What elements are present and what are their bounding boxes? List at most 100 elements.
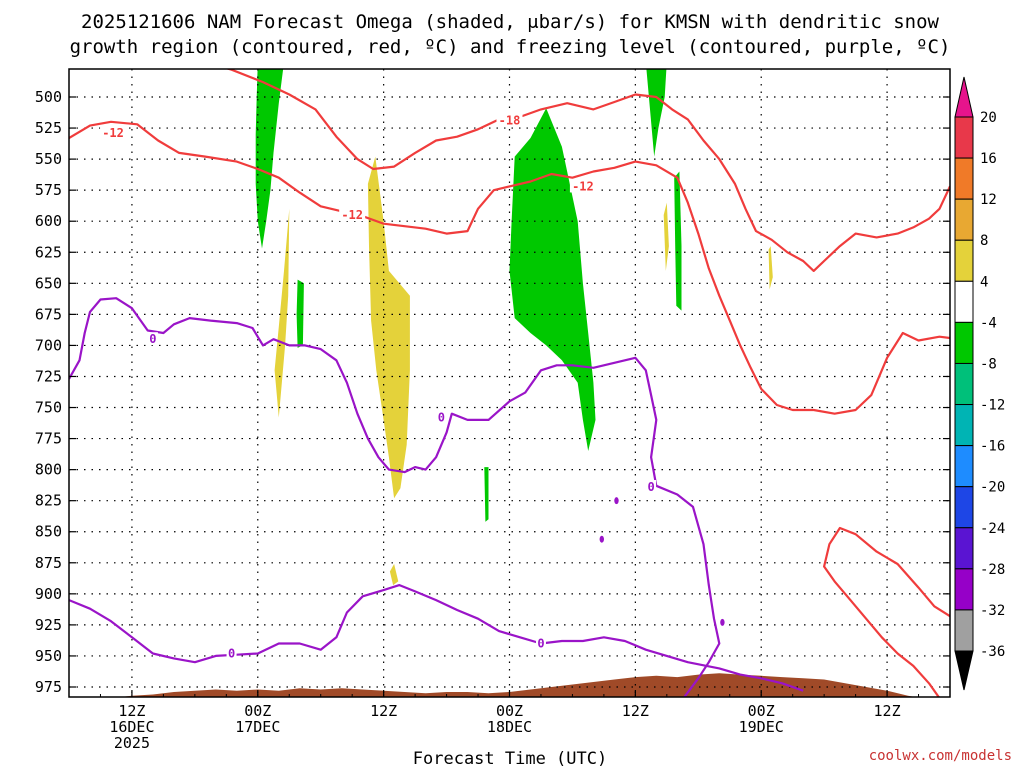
contour-label-bg-3 <box>339 208 366 221</box>
colorbar-label-9: -20 <box>980 480 1005 496</box>
x-tick-label-5-1: 19DEC <box>739 718 784 736</box>
freezing-contour-0 <box>69 297 721 697</box>
colorbar-label-3: 8 <box>980 233 988 249</box>
contour-label-2: -12 <box>572 179 594 193</box>
colorbar-label-10: -24 <box>980 521 1005 537</box>
colorbar-bottom-arrow <box>954 650 974 691</box>
dgz-contour-0 <box>225 69 950 272</box>
x-tick-label-0-0: 12Z <box>118 702 145 720</box>
x-tick-label-6-0: 12Z <box>874 702 901 720</box>
x-tick-label-0-2: 2025 <box>114 734 150 752</box>
x-tick-label-5-0: 00Z <box>748 702 775 720</box>
y-tick-label-17: 925 <box>35 616 62 634</box>
colorbar-bin-1 <box>954 157 974 200</box>
dgz-contour-2 <box>822 526 950 697</box>
contour-label-bg-5 <box>436 410 447 424</box>
contour-label-bg-6 <box>646 480 657 494</box>
omega-region-4 <box>646 69 667 157</box>
colorbar-label-7: -12 <box>980 398 1005 414</box>
y-tick-label-19: 975 <box>35 678 62 696</box>
contour-label-1: -18 <box>499 114 521 128</box>
y-tick-label-12: 800 <box>35 461 62 479</box>
contour-label-5: 0 <box>438 410 445 424</box>
y-tick-label-13: 825 <box>35 492 62 510</box>
colorbar-label-5: -4 <box>980 315 997 331</box>
colorbar-bin-2 <box>954 198 974 241</box>
omega-region-3 <box>484 467 489 522</box>
contour-labels: -12 -18 -12 -12 0 0 0 0 0 <box>100 113 657 660</box>
colorbar-label-11: -28 <box>980 562 1005 578</box>
colorbar-bin-4 <box>954 280 974 323</box>
colorbar-bin-12 <box>954 609 974 652</box>
y-tick-label-16: 900 <box>35 585 62 603</box>
freezing-dot-1 <box>599 535 604 543</box>
colorbar-label-2: 12 <box>980 192 997 208</box>
colorbar-bin-7 <box>954 404 974 447</box>
colorbar-label-0: 20 <box>980 110 997 126</box>
colorbar-bin-11 <box>954 568 974 611</box>
y-tick-label-11: 775 <box>35 430 62 448</box>
y-tick-label-4: 600 <box>35 212 62 230</box>
dgz-contour-1 <box>69 120 950 415</box>
colorbar-label-6: -8 <box>980 356 997 372</box>
omega-region-5 <box>674 171 682 311</box>
x-axis-label: Forecast Time (UTC) <box>413 749 607 768</box>
colorbar-bin-3 <box>954 239 974 282</box>
contour-label-6: 0 <box>647 480 654 494</box>
contour-label-bg-2 <box>569 179 596 193</box>
freezing-contour-1 <box>69 583 804 692</box>
omega-region-6 <box>274 208 290 418</box>
x-tick-label-3-0: 00Z <box>496 702 523 720</box>
contour-label-3: -12 <box>341 208 363 222</box>
y-tick-label-3: 575 <box>35 181 62 199</box>
contour-label-bg-7 <box>226 646 237 660</box>
omega-region-10 <box>768 246 773 290</box>
omega-region-0 <box>255 69 284 249</box>
y-tick-label-8: 700 <box>35 336 62 354</box>
contour-label-bg-0 <box>100 126 127 140</box>
contour-label-0: -12 <box>102 126 124 140</box>
omega-region-8 <box>389 564 399 586</box>
terrain-fill <box>69 673 950 697</box>
contour-label-8: 0 <box>537 637 544 651</box>
colorbar-bin-9 <box>954 486 974 529</box>
y-tick-label-15: 875 <box>35 554 62 572</box>
x-tick-label-4-0: 12Z <box>622 702 649 720</box>
y-tick-label-1: 525 <box>35 119 62 137</box>
colorbar-bin-10 <box>954 527 974 570</box>
contour-label-4: 0 <box>149 332 156 346</box>
x-tick-label-2-0: 12Z <box>370 702 397 720</box>
x-tick-label-1-1: 17DEC <box>235 718 280 736</box>
y-tick-label-10: 750 <box>35 399 62 417</box>
omega-region-9 <box>663 202 669 271</box>
y-tick-label-6: 650 <box>35 274 62 292</box>
x-tick-label-3-1: 18DEC <box>487 718 532 736</box>
colorbar-bin-6 <box>954 362 974 406</box>
x-tick-label-1-0: 00Z <box>244 702 271 720</box>
y-tick-label-5: 625 <box>35 243 62 261</box>
contours <box>69 69 950 697</box>
colorbar: 20 16 12 8 4 -4 -8 -12 -16 -20 -24 -28 -32 -36 <box>954 76 1005 691</box>
y-axis-ticks: 500 525 550 575 600 625 650 675 700 725 750 775 800 8… <box>35 88 950 696</box>
colorbar-label-8: -16 <box>980 439 1005 455</box>
credit-text: coolwx.com/models <box>869 748 1012 764</box>
colorbar-label-1: 16 <box>980 151 997 167</box>
freezing-dot-2 <box>720 618 725 626</box>
chart-title-line-1: 2025121606 NAM Forecast Omega (shaded, μ… <box>81 11 939 33</box>
colorbar-label-12: -32 <box>980 603 1005 619</box>
contour-label-7: 0 <box>228 646 235 660</box>
y-tick-label-2: 550 <box>35 150 62 168</box>
colorbar-bin-0 <box>954 116 974 159</box>
colorbar-label-13: -36 <box>980 644 1005 660</box>
colorbar-label-4: 4 <box>980 274 988 290</box>
omega-region-7 <box>367 156 410 499</box>
colorbar-bin-5 <box>954 321 974 364</box>
x-tick-label-0-1: 16DEC <box>109 718 154 736</box>
y-tick-label-0: 500 <box>35 88 62 106</box>
y-tick-label-18: 950 <box>35 647 62 665</box>
contour-label-bg-1 <box>496 113 523 127</box>
terrain <box>69 673 950 697</box>
contour-label-bg-4 <box>147 332 158 346</box>
